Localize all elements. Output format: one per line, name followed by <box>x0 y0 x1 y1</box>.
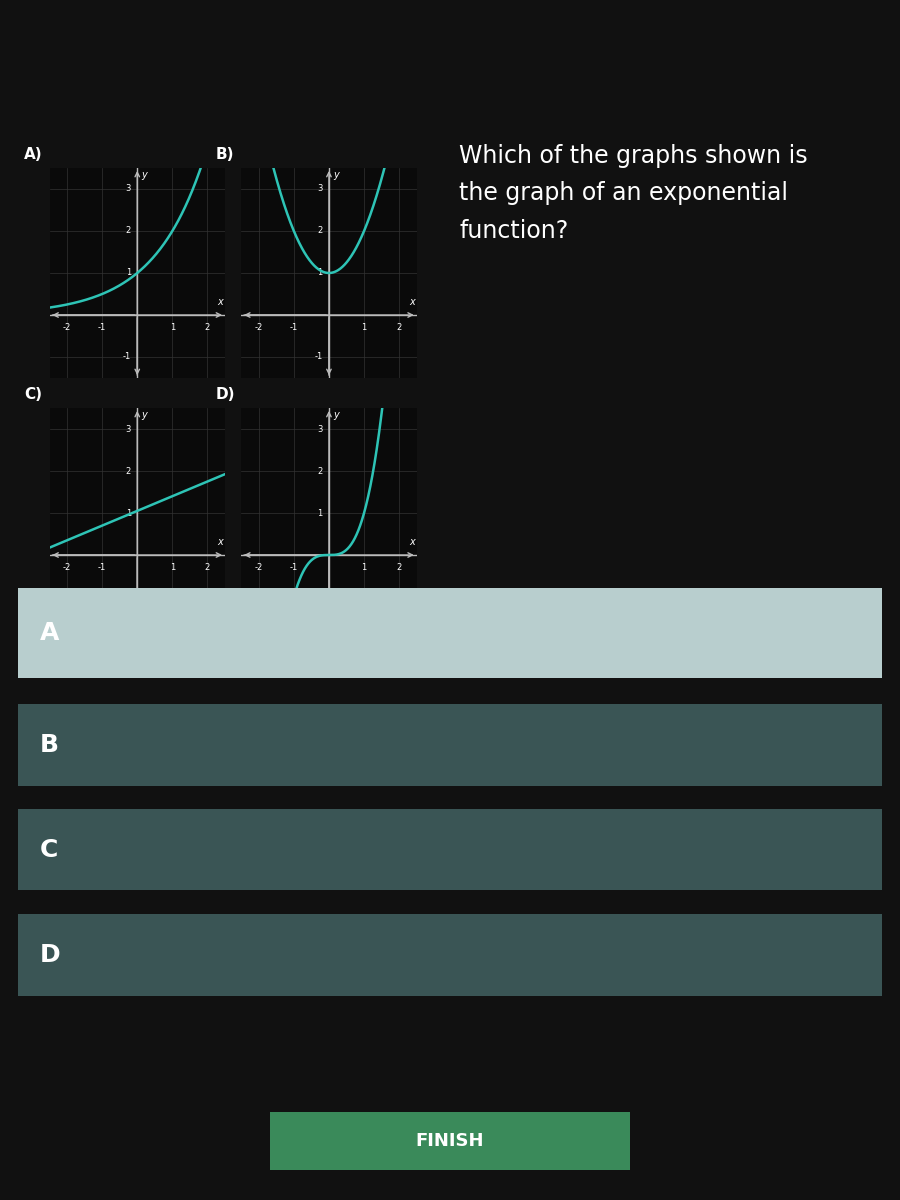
Text: 2: 2 <box>318 467 322 475</box>
Text: 2: 2 <box>318 227 322 235</box>
Text: C: C <box>40 838 58 862</box>
Text: C): C) <box>24 386 42 402</box>
Text: -2: -2 <box>255 563 263 572</box>
Text: 3: 3 <box>318 185 322 193</box>
Text: FINISH: FINISH <box>416 1133 484 1150</box>
Text: D): D) <box>216 386 236 402</box>
Text: x: x <box>410 296 415 306</box>
Text: -1: -1 <box>314 353 322 361</box>
Text: A): A) <box>24 146 43 162</box>
Text: -1: -1 <box>122 353 130 361</box>
Text: 3: 3 <box>126 185 130 193</box>
Text: -1: -1 <box>98 563 106 572</box>
Text: -1: -1 <box>290 323 298 332</box>
Text: 2: 2 <box>126 467 130 475</box>
Text: -1: -1 <box>290 563 298 572</box>
Text: x: x <box>410 536 415 547</box>
Text: D: D <box>40 943 60 967</box>
Text: x: x <box>218 296 223 306</box>
Text: 1: 1 <box>318 509 322 517</box>
Text: y: y <box>141 410 148 420</box>
Text: 1: 1 <box>170 323 175 332</box>
Text: B: B <box>40 733 58 757</box>
Text: -2: -2 <box>63 563 71 572</box>
Text: Which of the graphs shown is
the graph of an exponential
function?: Which of the graphs shown is the graph o… <box>459 144 807 242</box>
Text: 1: 1 <box>126 509 130 517</box>
Text: x: x <box>218 536 223 547</box>
Text: -1: -1 <box>98 323 106 332</box>
Text: 1: 1 <box>170 563 175 572</box>
Text: A: A <box>40 622 59 646</box>
Text: 2: 2 <box>205 563 210 572</box>
Text: 1: 1 <box>126 269 130 277</box>
Text: y: y <box>141 170 148 180</box>
Text: 3: 3 <box>126 425 130 433</box>
Text: y: y <box>333 170 339 180</box>
Text: -2: -2 <box>255 323 263 332</box>
Text: -2: -2 <box>63 323 71 332</box>
Text: 2: 2 <box>205 323 210 332</box>
Text: -1: -1 <box>122 593 130 601</box>
Text: 1: 1 <box>318 269 322 277</box>
Text: 1: 1 <box>362 563 366 572</box>
Text: 1: 1 <box>362 323 366 332</box>
Text: -1: -1 <box>314 593 322 601</box>
Text: 2: 2 <box>397 323 401 332</box>
Text: 2: 2 <box>126 227 130 235</box>
Text: B): B) <box>216 146 235 162</box>
Text: y: y <box>333 410 339 420</box>
Text: 3: 3 <box>318 425 322 433</box>
Text: 2: 2 <box>397 563 401 572</box>
